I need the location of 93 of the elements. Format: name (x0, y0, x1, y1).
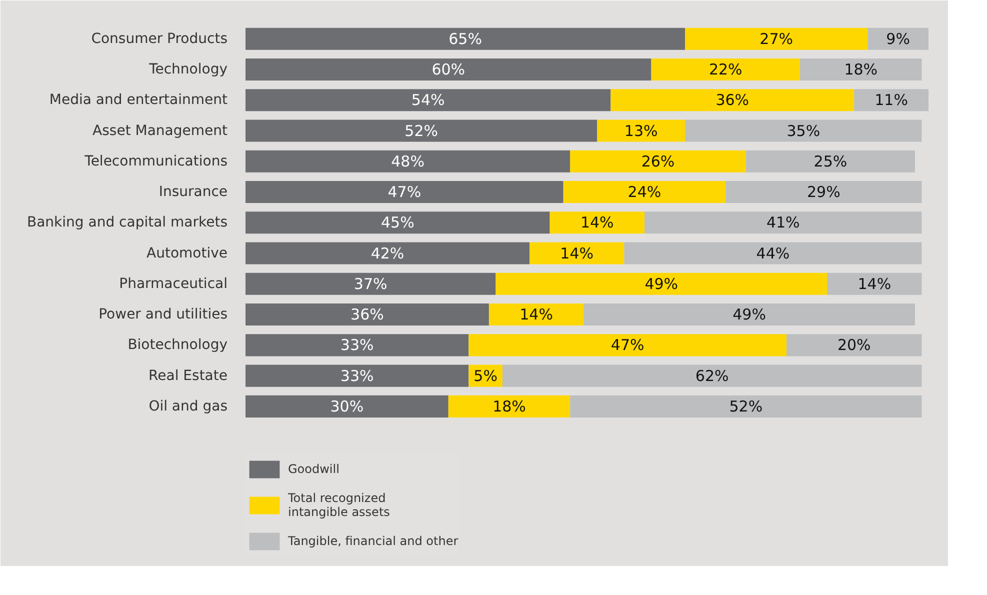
data-label: 62% (695, 366, 729, 385)
data-label: 29% (807, 183, 840, 202)
data-label: 52% (404, 122, 438, 140)
data-label: 33% (340, 336, 374, 354)
bar (530, 242, 624, 264)
data-label: 48% (391, 152, 424, 170)
data-label: 52% (729, 397, 763, 416)
bar (448, 395, 570, 418)
bar (246, 150, 570, 172)
bar (246, 395, 448, 418)
bar (246, 120, 598, 142)
bar (570, 150, 746, 172)
data-label: 24% (628, 183, 662, 202)
bar (597, 120, 686, 142)
y-tick-label: Oil and gas (148, 398, 228, 414)
data-label: 45% (380, 214, 414, 232)
data-label: 5% (474, 366, 498, 385)
data-label: 25% (814, 152, 848, 170)
y-tick-label: Real Estate (148, 368, 228, 384)
y-tick-label: Banking and capital markets (27, 214, 228, 231)
bar (468, 334, 786, 356)
bar (570, 395, 922, 418)
data-label: 42% (370, 244, 404, 262)
bar (610, 89, 854, 112)
bar (246, 58, 652, 81)
y-tick-label: Pharmaceutical (119, 276, 228, 292)
y-tick-label: Biotechnology (128, 337, 228, 354)
data-label: 49% (732, 306, 766, 324)
data-label: 18% (844, 60, 878, 79)
bar (246, 180, 564, 204)
bar (624, 242, 922, 264)
data-label: 27% (760, 30, 794, 48)
data-label: 44% (756, 244, 790, 262)
bar (246, 364, 469, 387)
bar (502, 364, 922, 387)
data-label: 33% (340, 366, 374, 385)
bar (584, 304, 915, 326)
legend-label: Goodwill (288, 461, 340, 478)
bar (488, 304, 584, 326)
data-label: 60% (432, 60, 466, 79)
data-label: 22% (708, 60, 742, 79)
bar (246, 28, 686, 50)
bar (827, 272, 922, 295)
y-tick-label: Media and entertainment (49, 92, 228, 108)
y-tick-label: Power and utilities (98, 306, 228, 323)
y-tick-label: Consumer Products (91, 30, 228, 47)
bar (246, 304, 489, 326)
legend-label: Total recognized intangible assets (288, 490, 390, 520)
legend-label: Tangible, financial and other (288, 533, 458, 550)
bar (854, 89, 928, 112)
data-label: 14% (580, 214, 614, 232)
y-tick-label: Automotive (146, 245, 228, 262)
data-label: 47% (610, 336, 644, 354)
bar (246, 272, 496, 295)
bar (563, 180, 726, 204)
y-tick-label: Insurance (158, 184, 228, 200)
bar (685, 120, 922, 142)
data-label: 11% (874, 91, 908, 110)
bar (496, 272, 828, 295)
data-label: 30% (330, 397, 364, 416)
data-label: 9% (886, 30, 910, 48)
bar (868, 28, 928, 50)
data-label: 54% (411, 91, 445, 110)
data-label: 14% (520, 306, 553, 324)
bar (246, 212, 550, 234)
y-tick-label: Telecommunications (84, 153, 228, 170)
data-label: 13% (624, 122, 658, 140)
data-label: 35% (786, 122, 820, 140)
data-label: 20% (837, 336, 871, 354)
data-label: 41% (766, 214, 800, 232)
bar (246, 89, 611, 112)
bar (246, 334, 469, 356)
bar (800, 58, 922, 81)
bar (651, 58, 800, 81)
data-label: 14% (858, 274, 892, 293)
data-label: 18% (492, 397, 526, 416)
bar (685, 28, 868, 50)
bar (644, 212, 922, 234)
bar (550, 212, 644, 234)
data-label: 49% (644, 274, 678, 293)
data-label: 14% (560, 244, 594, 262)
data-label: 26% (641, 152, 675, 170)
y-tick-label: Technology (148, 62, 228, 78)
data-label: 47% (388, 183, 422, 202)
y-tick-label: Asset Management (92, 122, 228, 139)
bar (746, 150, 915, 172)
data-label: 65% (448, 30, 482, 48)
bar (786, 334, 922, 356)
data-label: 37% (354, 274, 388, 293)
bar (726, 180, 922, 204)
data-label: 36% (350, 306, 384, 324)
data-label: 36% (716, 91, 750, 110)
bar (246, 242, 530, 264)
